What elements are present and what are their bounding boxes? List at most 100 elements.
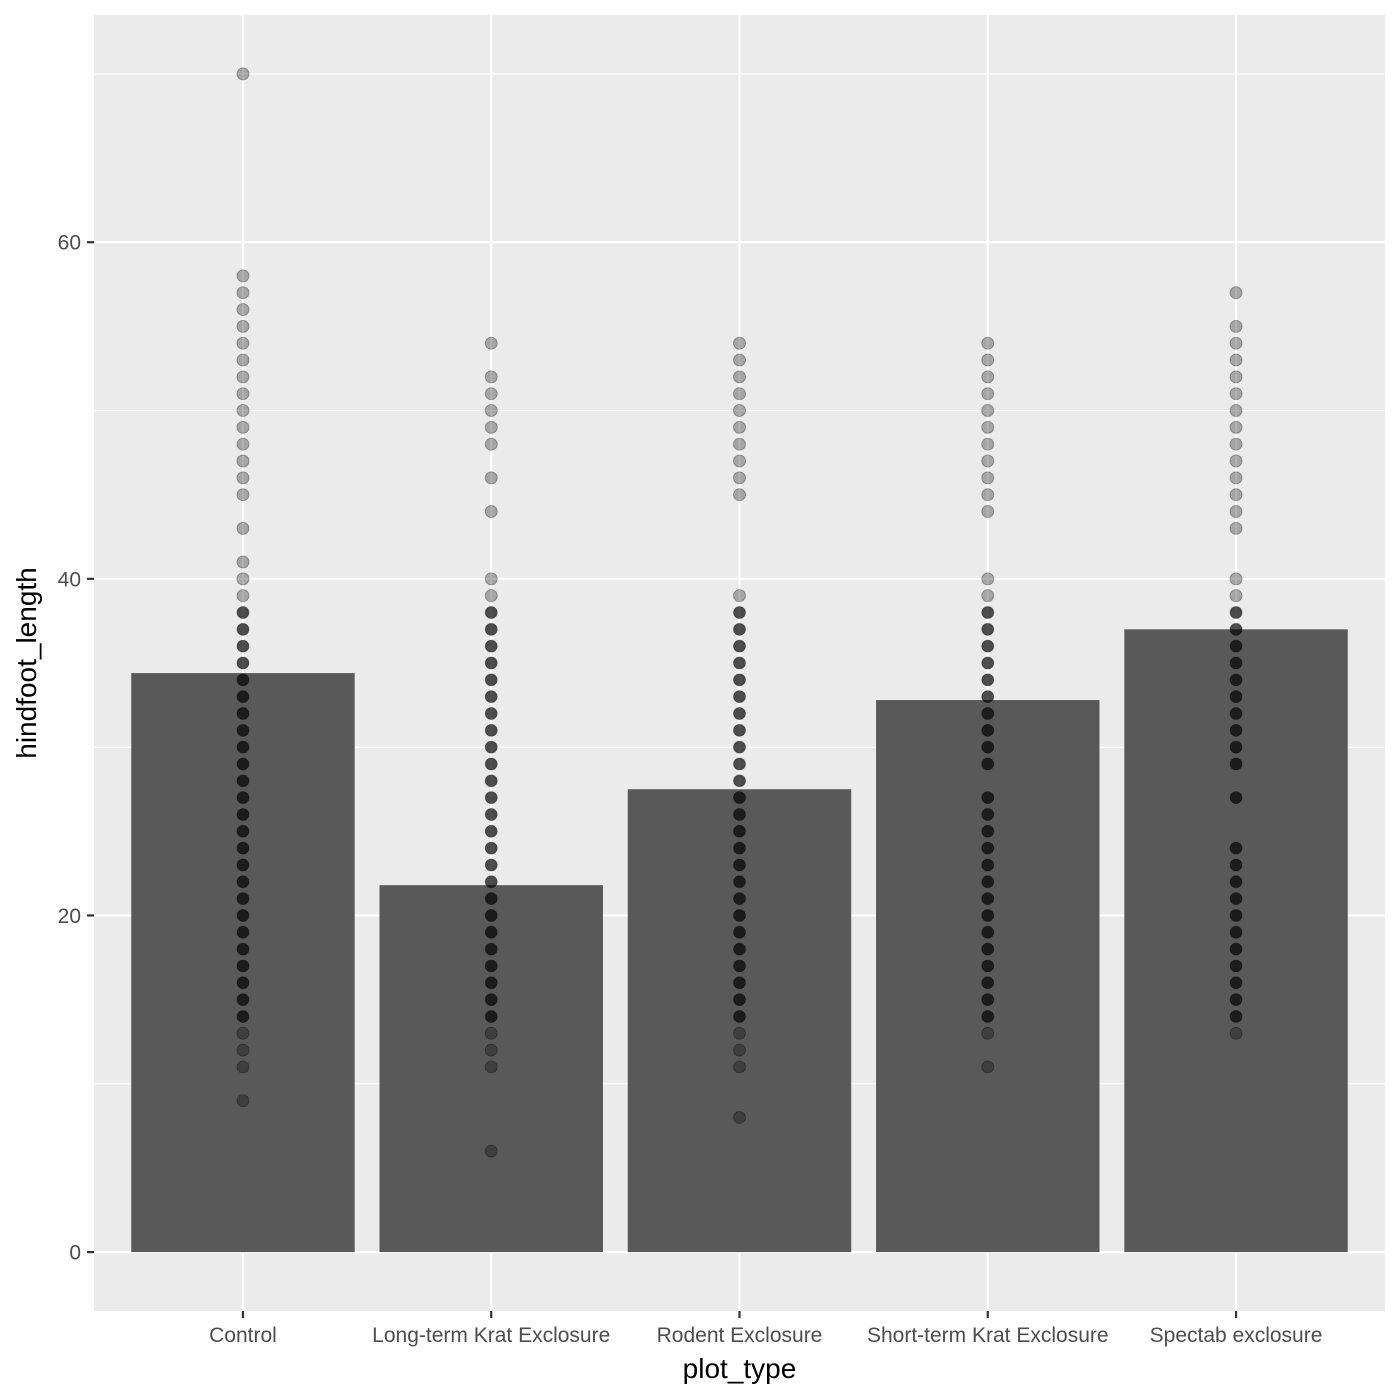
- data-point-dense: [733, 741, 746, 754]
- data-point-dense: [485, 741, 498, 754]
- data-point: [1229, 589, 1243, 603]
- data-point-dense: [236, 909, 249, 922]
- data-point: [484, 420, 498, 434]
- data-point: [733, 471, 746, 485]
- data-point-dense: [485, 673, 498, 686]
- data-point-dense: [1230, 690, 1243, 703]
- data-point-dense: [236, 741, 249, 754]
- x-tick-label: Control: [209, 1324, 277, 1347]
- data-point-dense: [981, 976, 994, 989]
- y-tick-label: 60: [58, 232, 81, 255]
- data-point: [981, 353, 995, 367]
- data-point-dense: [733, 606, 746, 619]
- data-point: [236, 1060, 250, 1074]
- data-point: [484, 370, 498, 384]
- data-point-dense: [236, 976, 249, 989]
- data-point-dense: [1230, 909, 1243, 922]
- data-point-dense: [236, 943, 249, 956]
- data-point-dense: [1230, 943, 1243, 956]
- data-point: [981, 505, 995, 519]
- data-point: [1229, 437, 1243, 451]
- data-point: [484, 404, 498, 418]
- data-point-dense: [733, 993, 746, 1006]
- data-point: [981, 572, 995, 586]
- data-point-dense: [733, 774, 746, 787]
- data-point-dense: [485, 926, 498, 939]
- data-point-dense: [733, 892, 746, 905]
- data-point: [236, 1026, 250, 1040]
- data-point: [1229, 1026, 1243, 1040]
- data-point: [484, 387, 498, 401]
- data-point: [1229, 471, 1243, 485]
- data-point: [484, 1043, 498, 1057]
- data-point-dense: [981, 757, 994, 770]
- data-point: [1229, 370, 1243, 384]
- data-point: [981, 437, 995, 451]
- data-point-dense: [236, 1010, 249, 1023]
- data-point-dense: [733, 825, 746, 838]
- data-point: [981, 1026, 995, 1040]
- data-point: [733, 404, 746, 418]
- data-point: [981, 454, 995, 468]
- data-point: [236, 589, 250, 603]
- data-point-dense: [236, 875, 249, 888]
- data-point-dense: [733, 959, 746, 972]
- data-point: [484, 1060, 498, 1074]
- data-point: [484, 437, 498, 451]
- data-point: [236, 420, 250, 434]
- data-point-dense: [733, 690, 746, 703]
- data-point-dense: [733, 943, 746, 956]
- data-point: [733, 1060, 746, 1074]
- data-point: [981, 404, 995, 418]
- y-axis: 0 20 40 60: [58, 232, 94, 1265]
- data-point: [733, 437, 746, 451]
- data-point-dense: [485, 791, 498, 804]
- data-point-dense: [485, 892, 498, 905]
- data-point-dense: [485, 976, 498, 989]
- x-tick-label: Long-term Krat Exclosure: [372, 1324, 610, 1347]
- y-axis-title: hindfoot_length: [11, 567, 42, 759]
- data-point-dense: [981, 825, 994, 838]
- data-point: [1229, 521, 1243, 535]
- x-tick-label: Short-term Krat Exclosure: [867, 1324, 1109, 1347]
- data-point-dense: [981, 707, 994, 720]
- data-point-dense: [236, 825, 249, 838]
- data-point-dense: [733, 842, 746, 855]
- data-point-dense: [733, 673, 746, 686]
- data-point: [1229, 454, 1243, 468]
- data-point: [733, 420, 746, 434]
- data-point-dense: [236, 707, 249, 720]
- data-point-dense: [733, 623, 746, 636]
- data-point: [484, 471, 498, 485]
- data-point-dense: [236, 657, 249, 669]
- data-point-dense: [733, 808, 746, 821]
- data-point: [236, 1094, 250, 1108]
- data-point-dense: [485, 690, 498, 703]
- data-point-dense: [733, 757, 746, 770]
- data-point-dense: [1230, 673, 1243, 686]
- data-point-dense: [1230, 959, 1243, 972]
- data-point-dense: [981, 892, 994, 905]
- data-point: [733, 387, 746, 401]
- data-point-dense: [485, 724, 498, 737]
- data-point: [1229, 353, 1243, 367]
- data-point: [733, 1043, 746, 1057]
- data-point: [981, 336, 995, 350]
- data-point: [733, 488, 746, 502]
- data-point-dense: [485, 993, 498, 1006]
- data-point: [1229, 505, 1243, 519]
- data-point: [236, 404, 250, 418]
- data-point-dense: [485, 623, 498, 636]
- data-point: [1229, 488, 1243, 502]
- data-point: [236, 1043, 250, 1057]
- data-point: [981, 488, 995, 502]
- data-point-dense: [981, 623, 994, 636]
- data-point-dense: [733, 657, 746, 669]
- data-point: [1229, 286, 1243, 300]
- data-point-dense: [236, 892, 249, 905]
- data-point-dense: [485, 943, 498, 956]
- data-point-dense: [1230, 623, 1243, 636]
- data-point: [1229, 336, 1243, 350]
- data-point-dense: [733, 707, 746, 720]
